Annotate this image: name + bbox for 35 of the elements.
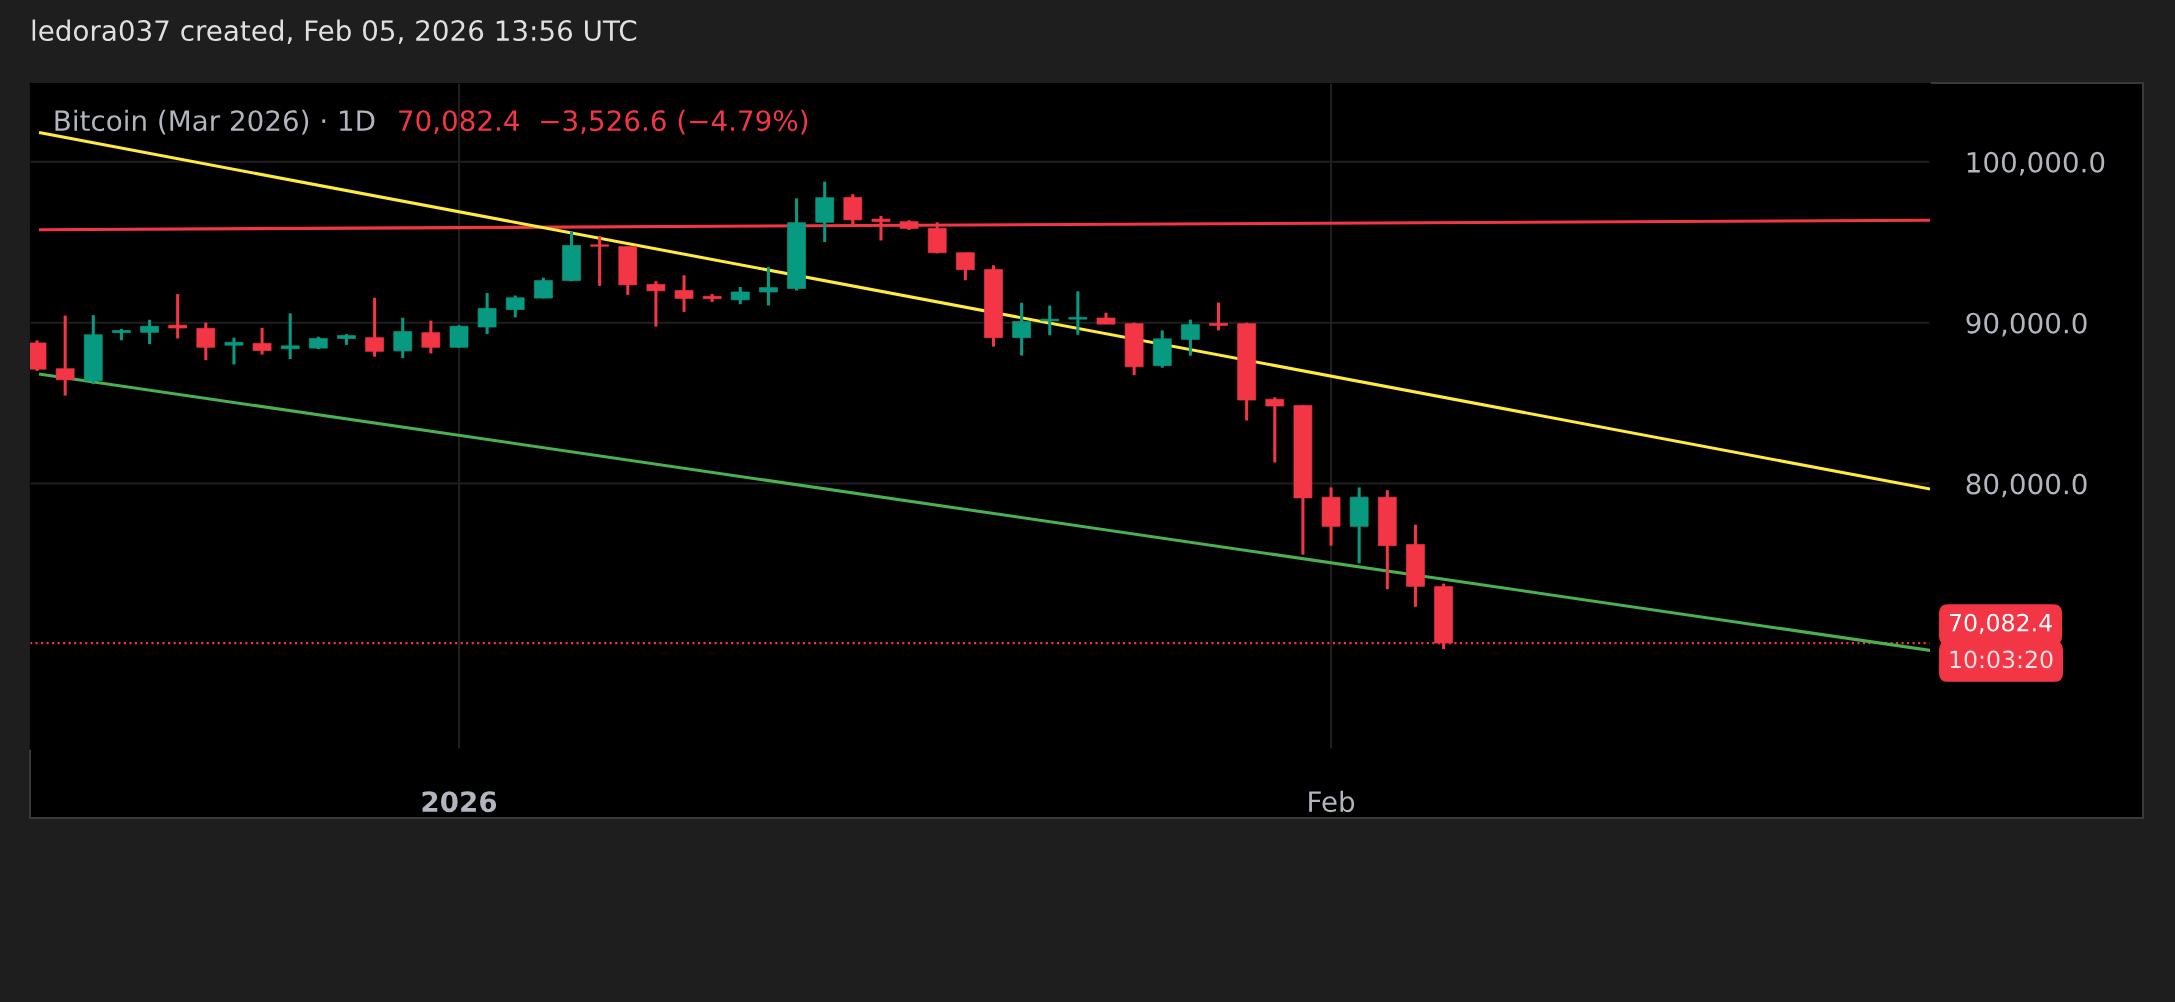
candlestick: [168, 294, 188, 339]
y-tick-label: 90,000.0: [1966, 312, 2087, 337]
candlestick: [196, 322, 216, 362]
text: 70,082.4 −3,526.6 (−4.79%): [399, 109, 808, 135]
candlestick: [759, 267, 778, 306]
candlestick: [55, 315, 75, 396]
text: Bitcoin (Mar 2026) · 1D: [55, 109, 375, 135]
y-tick-label: 80,000.0: [1966, 473, 2087, 498]
candlestick: [1265, 397, 1285, 463]
candlestick: [956, 252, 975, 282]
candlestick: [674, 275, 694, 312]
y-tick-label: 100,000.0: [1967, 151, 2105, 176]
candlestick: [534, 277, 553, 299]
candlestick: [449, 325, 469, 348]
candlestick: [1181, 319, 1200, 356]
candlestick: [252, 328, 272, 355]
candlestick: [140, 318, 159, 346]
candlestick: [477, 293, 497, 336]
x-tick-label: 2026: [422, 791, 497, 813]
ref-line-label: 70,082.4: [1949, 613, 2052, 634]
candlestick: [365, 297, 384, 357]
candlestick: [590, 235, 609, 286]
candlestick: [1040, 305, 1060, 336]
candlestick: [1068, 291, 1088, 335]
candlestick: [421, 320, 441, 354]
candlestick: [224, 337, 244, 365]
candlestick: [280, 313, 300, 361]
text: 10:03:20: [1950, 650, 2053, 669]
candlestick: [1012, 302, 1031, 356]
candlestick: [1209, 302, 1228, 331]
text: ledora037 created, Feb 05, 2026 13:56 UTC: [32, 19, 637, 44]
candlestick: [393, 317, 413, 360]
candlestick: [505, 295, 525, 318]
candlestick: [646, 281, 666, 327]
x-tick-label: Feb: [1309, 790, 1355, 813]
